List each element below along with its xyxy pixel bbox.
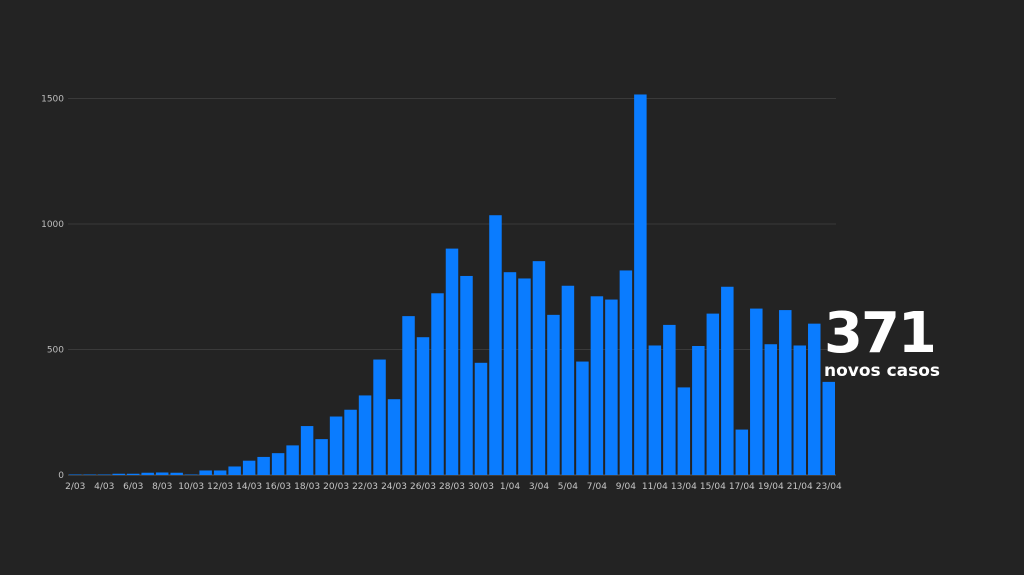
bar xyxy=(112,473,125,475)
bar xyxy=(97,474,111,475)
bar xyxy=(576,361,589,475)
x-tick-label: 21/04 xyxy=(787,482,813,492)
bar xyxy=(257,456,270,475)
x-tick-label: 6/03 xyxy=(123,482,143,492)
bar xyxy=(735,429,749,475)
x-tick-label: 22/03 xyxy=(352,482,378,492)
bar xyxy=(170,472,183,475)
x-tick-label: 5/04 xyxy=(558,482,578,492)
x-tick-label: 23/04 xyxy=(816,482,842,492)
bar xyxy=(329,416,343,475)
bar xyxy=(300,426,314,475)
x-tick-label: 3/04 xyxy=(529,482,549,492)
bar xyxy=(619,270,633,475)
bar xyxy=(764,344,778,475)
bar xyxy=(315,439,328,475)
x-tick-label: 13/04 xyxy=(671,482,697,492)
x-tick-label: 10/03 xyxy=(178,482,204,492)
latest-value-callout: 371 novos casos xyxy=(824,301,941,381)
bar xyxy=(228,466,241,475)
bar xyxy=(460,275,473,475)
bar xyxy=(184,474,198,475)
x-tick-label: 8/03 xyxy=(152,482,172,492)
bar xyxy=(663,324,676,475)
bar xyxy=(808,323,821,475)
x-tick-label: 1/04 xyxy=(500,482,520,492)
x-tick-label: 19/04 xyxy=(758,482,784,492)
bar xyxy=(242,460,256,475)
bar xyxy=(822,381,835,475)
bar xyxy=(402,316,415,475)
x-tick-label: 24/03 xyxy=(381,482,407,492)
x-tick-label: 28/03 xyxy=(439,482,465,492)
bar xyxy=(155,472,169,475)
bar xyxy=(83,474,96,475)
x-tick-label: 12/03 xyxy=(207,482,233,492)
y-tick-label: 1500 xyxy=(41,95,64,105)
bar xyxy=(503,272,517,475)
bar xyxy=(344,409,357,475)
bar xyxy=(605,299,618,475)
bar xyxy=(358,395,372,475)
bar xyxy=(69,474,82,475)
bar xyxy=(779,310,792,475)
bar xyxy=(387,399,401,475)
x-tick-label: 15/04 xyxy=(700,482,726,492)
y-tick-label: 500 xyxy=(47,346,64,356)
bar xyxy=(793,345,807,475)
bar xyxy=(532,261,546,475)
bar xyxy=(271,453,285,475)
y-tick-label: 1000 xyxy=(41,220,64,230)
bar xyxy=(561,285,575,475)
x-tick-label: 9/04 xyxy=(616,482,636,492)
bar xyxy=(692,345,705,475)
bar xyxy=(489,215,502,475)
bar xyxy=(199,470,212,475)
bar xyxy=(445,248,459,475)
x-tick-label: 4/03 xyxy=(94,482,114,492)
y-axis-ticks: 0 500 1000 1500 xyxy=(41,95,64,482)
x-tick-label: 2/03 xyxy=(65,482,85,492)
bar xyxy=(141,472,154,475)
bar xyxy=(677,387,691,475)
bar xyxy=(373,359,386,475)
x-axis-ticks: 2/03 4/03 6/03 8/03 10/03 12/03 14/03 16/03 18/0… xyxy=(65,482,842,492)
x-tick-label: 16/03 xyxy=(265,482,291,492)
bar xyxy=(547,314,560,475)
x-tick-label: 17/04 xyxy=(729,482,755,492)
bar xyxy=(750,308,763,475)
bar xyxy=(474,362,488,475)
bar xyxy=(286,445,299,475)
bar xyxy=(213,470,227,475)
bar xyxy=(721,286,734,475)
bar xyxy=(634,94,647,475)
callout-value: 371 xyxy=(824,301,937,366)
bar xyxy=(648,345,662,475)
bar xyxy=(518,278,531,475)
x-tick-label: 14/03 xyxy=(236,482,262,492)
x-tick-label: 11/04 xyxy=(642,482,668,492)
bar xyxy=(590,296,604,475)
x-tick-label: 30/03 xyxy=(468,482,494,492)
bar xyxy=(431,293,444,475)
y-tick-label: 0 xyxy=(58,471,64,481)
x-tick-label: 26/03 xyxy=(410,482,436,492)
x-tick-label: 18/03 xyxy=(294,482,320,492)
x-tick-label: 7/04 xyxy=(587,482,607,492)
bars xyxy=(69,94,835,475)
bar xyxy=(706,313,720,475)
callout-label: novos casos xyxy=(824,361,941,381)
bar xyxy=(416,337,430,475)
bar xyxy=(126,473,140,475)
x-tick-label: 20/03 xyxy=(323,482,349,492)
